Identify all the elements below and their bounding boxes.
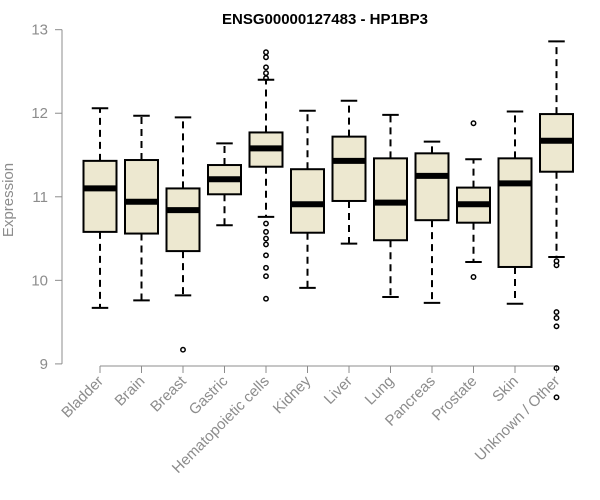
y-axis: 9 10 11 12 13 <box>31 22 63 373</box>
outlier-point <box>263 64 269 71</box>
outlier-point <box>470 120 477 127</box>
y-axis-label: Expression <box>0 163 17 237</box>
iqr-box <box>124 159 159 235</box>
outlier-point <box>263 252 269 259</box>
y-tick-label: 13 <box>31 22 48 39</box>
x-tick-label: Skin <box>489 373 522 406</box>
iqr-box <box>290 168 325 234</box>
outlier-point <box>553 323 560 330</box>
box-lung <box>373 113 408 299</box>
y-tick-label: 10 <box>31 272 48 289</box>
outlier-point <box>553 262 560 269</box>
iqr-box <box>331 135 367 202</box>
outlier-point <box>263 75 269 82</box>
outlier-point <box>263 70 269 77</box>
x-tick-label: Breast <box>147 372 190 415</box>
chart-title: ENSG00000127483 - HP1BP3 <box>222 11 428 28</box>
outlier-point <box>553 309 560 316</box>
iqr-box <box>82 159 118 233</box>
iqr-box <box>414 152 450 222</box>
outlier-point <box>263 264 269 271</box>
outlier-point <box>263 54 269 61</box>
outlier-point <box>263 273 269 280</box>
box-hematopoietic-cells <box>248 49 284 302</box>
outlier-point <box>263 228 269 235</box>
box-liver <box>331 99 367 245</box>
outlier-point <box>263 235 269 242</box>
box-bladder <box>82 107 118 309</box>
y-tick-label: 12 <box>31 105 48 122</box>
box-prostate <box>456 120 491 280</box>
box-unknown-other <box>539 40 574 401</box>
box-brain <box>124 114 159 302</box>
box-pancreas <box>414 140 450 304</box>
x-tick-label: Prostate <box>429 373 481 425</box>
outlier-point <box>263 220 269 227</box>
box-skin <box>497 110 533 305</box>
iqr-box <box>373 157 408 242</box>
outlier-point <box>470 274 477 280</box>
y-tick-label: 9 <box>40 356 48 373</box>
outlier-point <box>553 365 560 372</box>
iqr-box <box>165 187 201 253</box>
outlier-point <box>180 346 186 353</box>
box-breast <box>165 116 201 353</box>
outlier-point <box>553 314 560 321</box>
outlier-point <box>263 295 269 302</box>
x-tick-label: Lung <box>362 373 398 409</box>
x-tick-label: Liver <box>321 373 356 408</box>
x-tick-label: Kidney <box>270 372 315 417</box>
y-tick-label: 11 <box>32 189 48 206</box>
x-tick-label: Brain <box>112 373 149 410</box>
iqr-box <box>497 157 533 268</box>
box-gastric <box>207 142 242 227</box>
box-kidney <box>290 109 325 289</box>
outlier-point <box>263 241 269 248</box>
outlier-point <box>553 394 560 401</box>
x-tick-label: Bladder <box>58 373 107 422</box>
outlier-point <box>263 49 269 56</box>
boxes-group <box>82 40 574 401</box>
